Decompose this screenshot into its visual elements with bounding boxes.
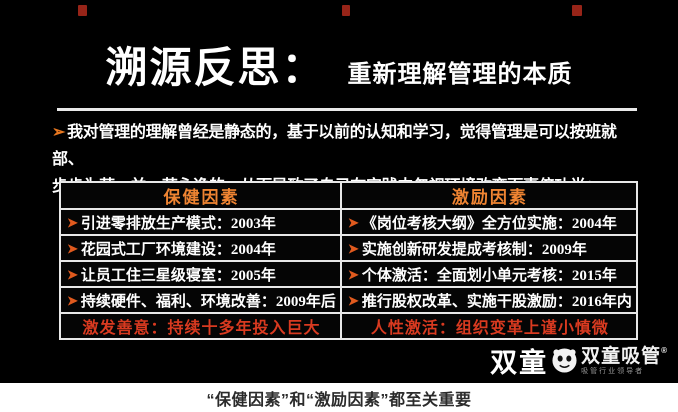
factors-table: 保健因素 激励因素 ➤ 引进零排放生产模式：2003年 ➤ 《岗位考核大纲》全方位实… bbox=[59, 181, 638, 340]
soton-logo: 双童 双童吸管® 吸管行业领导者 bbox=[490, 341, 668, 380]
cell-text: 实施创新研发提成考核制：2009年 bbox=[361, 241, 587, 258]
header-motivation-factors: 激励因素 bbox=[339, 181, 638, 210]
cell-text: 让员工住三星级寝室：2005年 bbox=[80, 267, 276, 284]
slide: 溯源反思： 重新理解管理的本质 ➢ 我对管理的理解曾经是静态的，基于以前的认知和学… bbox=[0, 5, 678, 380]
logo-text: 双童 bbox=[490, 348, 549, 378]
panda-face-icon bbox=[552, 348, 577, 373]
caption-text: “保健因素”和“激励因素”都至关重要 bbox=[206, 391, 472, 409]
arrow-icon: ➤ bbox=[67, 240, 78, 256]
logo-brand-text: 双童吸管 bbox=[581, 345, 662, 367]
footer-hygiene-summary: 激发善意：持续十多年投入巨大 bbox=[59, 312, 342, 340]
arrow-icon: ➤ bbox=[347, 240, 359, 256]
header-hygiene-factors: 保健因素 bbox=[59, 181, 342, 210]
table-row: ➤ 花园式工厂环境建设：2004年 ➤ 实施创新研发提成考核制：2009年 bbox=[59, 234, 638, 262]
arrow-icon: ➤ bbox=[67, 292, 78, 308]
cell-text: 推行股权改革、实施干股激励：2016年内 bbox=[361, 293, 632, 310]
arrow-icon: ➤ bbox=[347, 292, 359, 308]
arrow-icon: ➤ bbox=[347, 266, 359, 282]
intro-line-1: ➢ 我对管理的理解曾经是静态的，基于以前的认知和学习，觉得管理是可以按班就部、 bbox=[52, 119, 637, 173]
table-row: ➤ 引进零排放生产模式：2003年 ➤ 《岗位考核大纲》全方位实施：2004年 bbox=[59, 208, 638, 236]
title-subtitle: 重新理解管理的本质 bbox=[347, 61, 573, 88]
logo-tagline: 吸管行业领导者 bbox=[581, 367, 645, 375]
table-footer-row: 激发善意：持续十多年投入巨大 人性激活：组织变革上谨小慎微 bbox=[59, 312, 638, 340]
table-row: ➤ 持续硬件、福利、环境改善：2009年后 ➤ 推行股权改革、实施干股激励：2016… bbox=[59, 286, 638, 314]
title-underline bbox=[57, 108, 637, 111]
logo-brand-block: 双童吸管® 吸管行业领导者 bbox=[581, 345, 668, 375]
title-main: 溯源反思： bbox=[105, 44, 326, 91]
caption-bar: “保健因素”和“激励因素”都至关重要 bbox=[0, 383, 678, 412]
red-artifact bbox=[342, 5, 350, 16]
slide-title: 溯源反思： 重新理解管理的本质 bbox=[0, 34, 678, 95]
cell-text: 持续硬件、福利、环境改善：2009年后 bbox=[80, 293, 336, 310]
red-artifact bbox=[572, 5, 582, 16]
registered-mark: ® bbox=[661, 345, 668, 355]
cell-text: 花园式工厂环境建设：2004年 bbox=[80, 241, 276, 258]
arrow-bullet-icon: ➢ bbox=[52, 124, 66, 141]
cell-text: 引进零排放生产模式：2003年 bbox=[80, 215, 276, 232]
footer-motivation-summary: 人性激活：组织变革上谨小慎微 bbox=[339, 312, 638, 340]
intro-text-1: 我对管理的理解曾经是静态的，基于以前的认知和学习，觉得管理是可以按班就部、 bbox=[52, 124, 617, 168]
table-row: ➤ 让员工住三星级寝室：2005年 ➤ 个体激活：全面划小单元考核：2015年 bbox=[59, 260, 638, 288]
arrow-icon: ➤ bbox=[67, 214, 78, 230]
cell-text: 《岗位考核大纲》全方位实施：2004年 bbox=[361, 215, 617, 232]
table-header-row: 保健因素 激励因素 bbox=[59, 181, 638, 210]
arrow-icon: ➤ bbox=[347, 214, 359, 230]
red-artifact bbox=[78, 5, 87, 16]
cell-text: 个体激活：全面划小单元考核：2015年 bbox=[361, 267, 617, 284]
arrow-icon: ➤ bbox=[67, 266, 78, 282]
